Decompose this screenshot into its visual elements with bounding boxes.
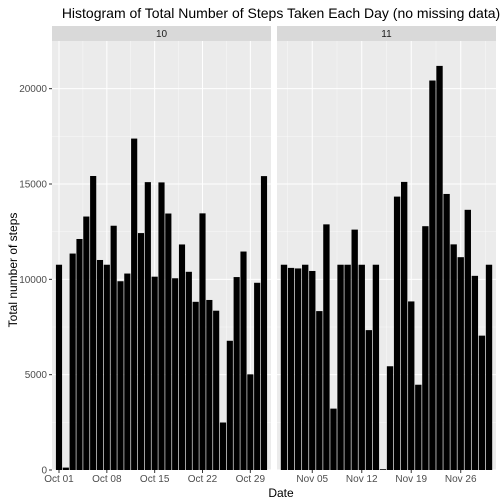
bar xyxy=(158,182,165,470)
bar xyxy=(393,196,401,470)
x-tick-label: Oct 15 xyxy=(140,474,170,485)
y-tick-label: 15000 xyxy=(19,180,47,191)
bar xyxy=(192,301,199,470)
bar xyxy=(90,175,97,470)
x-tick-label: Oct 01 xyxy=(44,474,74,485)
bar xyxy=(178,244,186,470)
bar xyxy=(309,270,316,470)
x-axis-title: Date xyxy=(268,486,294,500)
bar xyxy=(400,181,408,471)
facet-strip xyxy=(52,26,271,41)
x-tick-label: Nov 26 xyxy=(445,474,477,485)
bar xyxy=(415,384,422,470)
bar xyxy=(436,65,443,471)
bar xyxy=(485,264,493,470)
facet-strip xyxy=(277,26,496,41)
bar xyxy=(83,216,90,470)
x-tick-label: Oct 22 xyxy=(188,474,218,485)
bar xyxy=(206,299,213,470)
x-tick-label: Nov 12 xyxy=(346,474,378,485)
bar xyxy=(96,259,104,470)
bar xyxy=(379,469,387,470)
y-tick-label: 20000 xyxy=(19,84,47,95)
bar xyxy=(185,271,192,470)
bar xyxy=(408,301,415,470)
bar xyxy=(124,273,131,470)
bar xyxy=(131,138,138,471)
bar xyxy=(429,80,436,470)
bar xyxy=(172,278,179,470)
bar xyxy=(365,330,373,470)
chart-title: Histogram of Total Number of Steps Taken… xyxy=(62,5,500,21)
bar xyxy=(165,213,172,470)
bar xyxy=(386,366,394,470)
bar xyxy=(337,264,344,470)
bar xyxy=(219,422,227,470)
bar xyxy=(323,224,330,470)
bar xyxy=(443,193,450,470)
bar xyxy=(287,267,295,470)
bar xyxy=(254,282,261,470)
x-tick-label: Nov 19 xyxy=(395,474,427,485)
bar xyxy=(199,213,206,470)
bar xyxy=(260,176,268,471)
bar xyxy=(316,311,323,470)
bar xyxy=(233,277,240,470)
bar xyxy=(372,264,380,470)
bar xyxy=(471,275,479,470)
bar xyxy=(117,281,124,470)
facet-panels: 10 Oct 01 Oct 08 Oct 15 Oct 22 Oct 29 11 Nov 05… xyxy=(44,26,496,485)
bar xyxy=(294,268,302,470)
x-tick-label: Oct 08 xyxy=(92,474,122,485)
bar xyxy=(302,264,309,470)
bar xyxy=(478,335,486,470)
bar xyxy=(351,229,358,470)
facet-panel-10: 10 Oct 01 Oct 08 Oct 15 Oct 22 Oct 29 xyxy=(44,26,271,485)
bar xyxy=(151,276,158,470)
x-tick-label: Nov 05 xyxy=(296,474,328,485)
x-tick-label: Oct 29 xyxy=(236,474,266,485)
bar xyxy=(240,251,247,470)
bar xyxy=(358,264,365,470)
bar xyxy=(213,310,220,470)
bar xyxy=(69,253,76,470)
bar xyxy=(247,374,254,470)
bar xyxy=(76,238,83,470)
y-tick-label: 0 xyxy=(41,466,47,477)
facet-strip-label: 11 xyxy=(381,29,392,40)
bar xyxy=(330,408,337,470)
bar xyxy=(344,264,351,470)
bar xyxy=(464,209,471,470)
bar xyxy=(457,257,464,470)
facet-panel-11: 11 Nov 05 Nov 12 Nov 19 Nov 26 xyxy=(277,26,496,485)
bar xyxy=(450,244,457,470)
bar xyxy=(62,467,69,470)
bar xyxy=(226,340,233,470)
facet-strip-label: 10 xyxy=(156,29,168,40)
bar xyxy=(144,182,151,470)
bar xyxy=(422,226,429,470)
bar xyxy=(280,264,288,470)
y-tick-label: 10000 xyxy=(19,275,47,286)
bar xyxy=(110,225,117,470)
y-tick-label: 5000 xyxy=(25,370,48,381)
y-axis: 0 5000 10000 15000 20000 xyxy=(19,84,52,477)
bar xyxy=(137,233,145,470)
y-axis-title: Total number of steps xyxy=(6,213,20,328)
bar xyxy=(55,264,63,470)
bar xyxy=(103,264,110,470)
